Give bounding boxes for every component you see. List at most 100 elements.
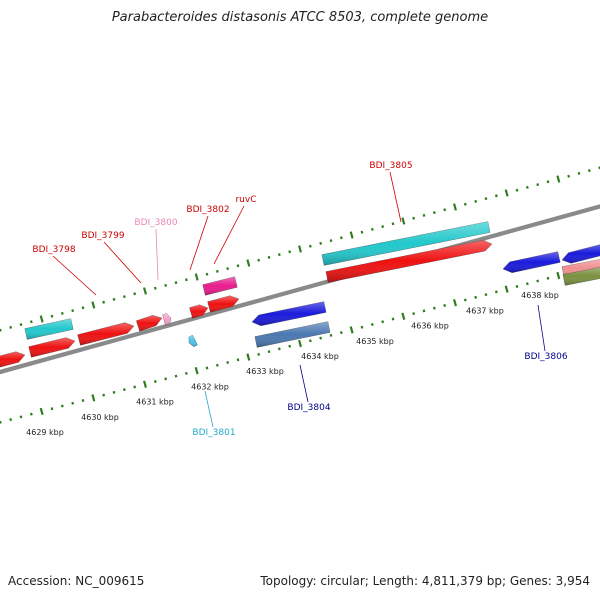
tick-mark — [577, 171, 581, 175]
tick-mark — [226, 361, 230, 365]
tick-mark — [194, 273, 199, 281]
gene-label-bdi_3801: BDI_3801 — [192, 428, 235, 438]
gene-arrow-shading — [188, 335, 198, 347]
gene-arrow-shading — [254, 321, 331, 348]
tick-mark — [339, 236, 343, 240]
gene-arrow-shading — [325, 240, 492, 283]
tick-mark — [432, 211, 436, 215]
tick-mark — [112, 390, 116, 394]
scale-label: 4632 kbp — [191, 382, 229, 391]
tick-mark — [546, 276, 550, 280]
tick-mark — [133, 292, 137, 296]
tick-mark — [19, 415, 23, 419]
scale-label: 4633 kbp — [246, 367, 284, 376]
tick-mark — [432, 306, 436, 310]
gene-label-bdi_3805: BDI_3805 — [369, 161, 412, 171]
tick-mark — [360, 325, 364, 329]
gene-labels: BDI_3798 BDI_3799 BDI_3800 BDI_3802 ruvC BDI_… — [32, 161, 567, 438]
tick-mark — [215, 363, 219, 367]
tick-mark — [71, 401, 75, 405]
tick-mark — [112, 297, 116, 301]
scale-labels: 4629 kbp 4630 kbp 4631 kbp 4632 kbp 4633 kbp… — [26, 291, 559, 437]
tick-mark — [536, 183, 540, 187]
tick-mark — [422, 213, 426, 217]
tick-mark — [50, 407, 54, 411]
label-leader-lines — [52, 171, 546, 428]
tick-mark — [257, 258, 261, 262]
tick-mark — [246, 259, 251, 267]
gene-arrow-shading — [24, 318, 74, 340]
leader-line — [213, 205, 245, 265]
tick-mark — [184, 278, 188, 282]
tick-mark — [143, 287, 147, 295]
gene-label-bdi_3804: BDI_3804 — [287, 403, 330, 413]
tick-mark — [567, 174, 571, 178]
tick-mark — [0, 420, 2, 424]
tick-mark — [308, 339, 312, 343]
tick-mark — [422, 309, 426, 313]
tick-mark — [91, 301, 96, 309]
gene-label-bdi_3800: BDI_3800 — [134, 218, 177, 228]
tick-mark — [381, 320, 385, 324]
tick-mark — [164, 283, 168, 287]
tick-mark — [360, 230, 364, 234]
gene-arrow-shading — [503, 251, 561, 273]
tick-mark — [81, 399, 85, 403]
leader-line — [52, 255, 97, 296]
tick-mark — [246, 353, 251, 361]
tick-mark — [453, 203, 457, 211]
tick-mark — [391, 317, 395, 321]
tick-mark — [556, 271, 561, 280]
scale-label: 4637 kbp — [466, 306, 504, 315]
tick-mark — [102, 300, 106, 304]
tick-mark — [39, 315, 44, 323]
leader-line — [389, 171, 402, 223]
tick-mark — [401, 217, 406, 225]
tick-mark — [9, 325, 13, 329]
tick-mark — [102, 393, 106, 397]
tick-mark — [174, 374, 178, 378]
tick-mark — [412, 312, 416, 316]
tick-mark — [143, 380, 147, 388]
tick-mark — [381, 225, 385, 229]
leader-line — [103, 241, 142, 284]
tick-mark — [515, 188, 519, 192]
tick-mark — [205, 366, 209, 370]
tick-mark — [298, 339, 302, 348]
tick-mark — [29, 412, 33, 416]
tick-mark — [50, 314, 54, 318]
scale-label: 4635 kbp — [356, 337, 394, 346]
tick-mark — [153, 380, 157, 384]
tick-mark — [536, 279, 540, 283]
tick-mark — [226, 267, 230, 271]
tick-mark — [463, 298, 467, 302]
tick-mark — [184, 371, 188, 375]
tick-mark — [133, 385, 137, 389]
gene-arrow-shading — [77, 322, 134, 346]
scale-label: 4634 kbp — [301, 352, 339, 361]
gene-label-bdi_3799: BDI_3799 — [81, 231, 124, 241]
tick-mark — [9, 418, 13, 422]
accession-text: Accession: NC_009615 — [8, 574, 145, 588]
leader-line — [155, 228, 159, 281]
tick-mark — [484, 293, 488, 297]
gene-arrow-shading — [28, 337, 75, 358]
tick-mark — [19, 323, 23, 327]
tick-mark — [494, 290, 498, 294]
gene-arrow-shading — [0, 351, 25, 368]
map-title: Parabacteroides distasonis ATCC 8503, co… — [111, 10, 489, 25]
leader-line — [189, 215, 209, 271]
tick-mark — [453, 299, 457, 307]
genome-stats-text: Topology: circular; Length: 4,811,379 bp… — [260, 574, 590, 588]
scale-label: 4631 kbp — [136, 398, 174, 407]
tick-mark — [474, 295, 478, 299]
tick-mark — [525, 282, 529, 286]
tick-mark — [122, 295, 126, 299]
tick-mark — [349, 231, 354, 239]
tick-mark — [153, 286, 157, 290]
tick-mark — [215, 269, 219, 273]
tick-mark — [236, 264, 240, 268]
tick-mark — [288, 344, 292, 348]
tick-mark — [277, 253, 281, 257]
tick-mark — [81, 306, 85, 310]
